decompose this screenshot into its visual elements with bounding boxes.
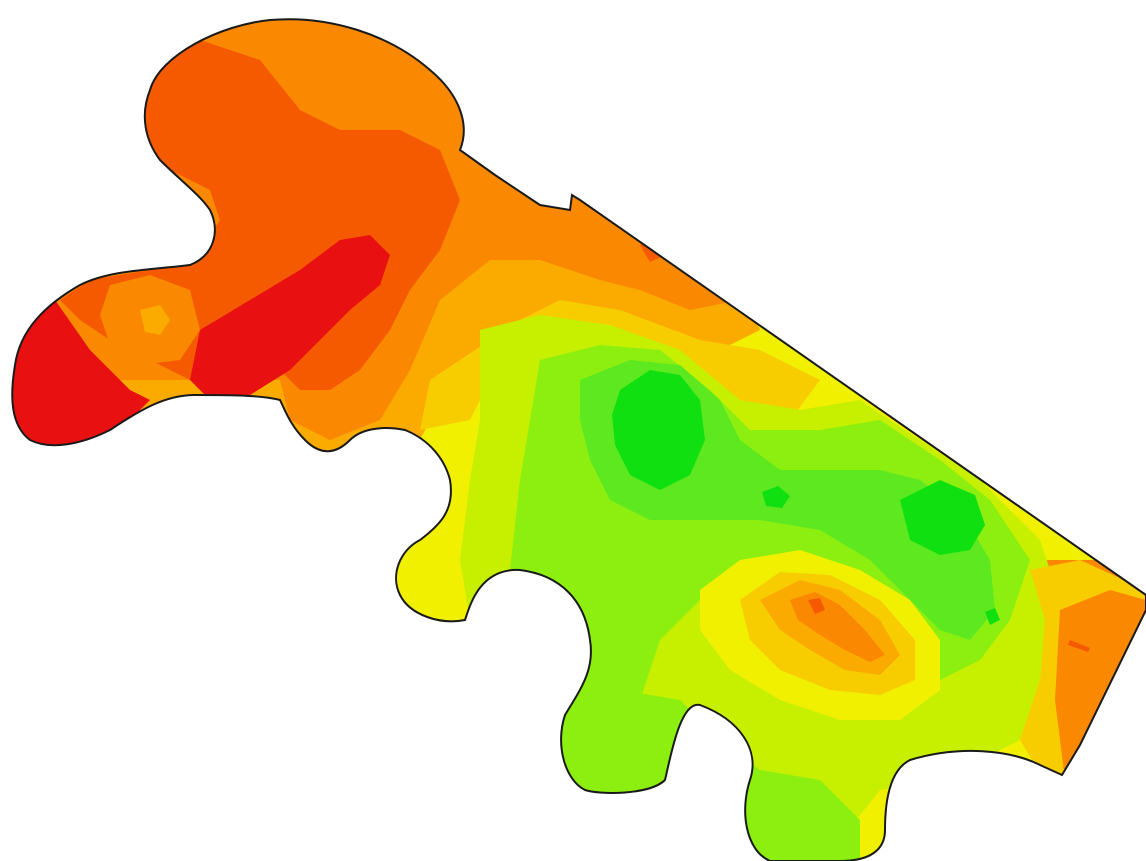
zone-east-orange-mark — [1068, 640, 1090, 652]
zone-red-band — [190, 235, 390, 400]
zone-red-west-lobe — [12, 300, 150, 450]
zone-hotspot-core — [808, 598, 825, 614]
zone-bright-green-dot-2 — [985, 608, 1000, 625]
field-boundary — [11, 18, 1146, 861]
zone-bright-green-core — [612, 370, 705, 490]
zone-bright-green-dot — [762, 486, 790, 508]
zone-light-orange-pocket — [140, 305, 170, 335]
zone-bright-green-east — [900, 480, 985, 555]
